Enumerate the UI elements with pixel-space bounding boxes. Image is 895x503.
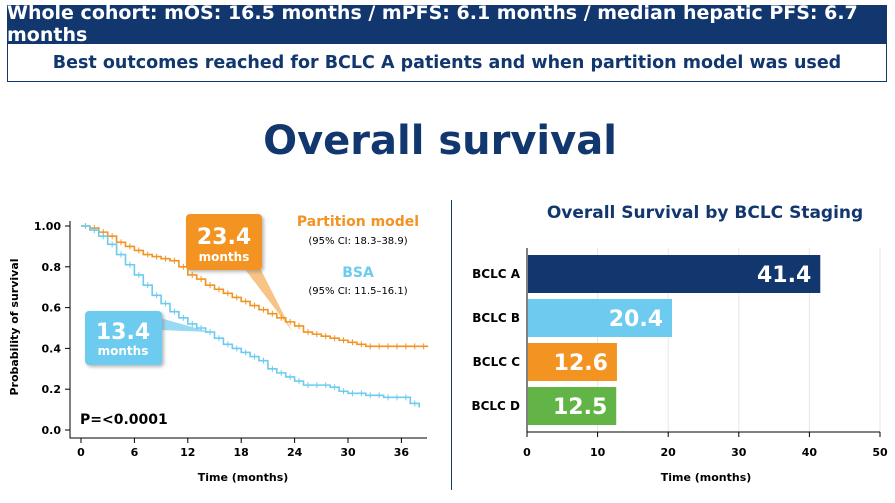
km-y-tick-label: 0.2 [42, 383, 62, 396]
km-x-tick-label: 30 [340, 446, 356, 459]
bar-x-tick-label: 30 [731, 446, 747, 459]
bar-category-label: BCLC B [472, 311, 520, 325]
callout-bsa-median: 13.4 months [85, 311, 162, 365]
km-x-ticks: 0 6 12 18 24 30 36 [77, 438, 409, 459]
km-x-tick-label: 12 [180, 446, 195, 459]
bar-value-label: 12.6 [554, 351, 608, 376]
bclc-bar-chart: Overall Survival by BCLC Staging BCLC A 4… [471, 203, 888, 484]
km-y-tick-label: 1.00 [34, 220, 61, 233]
callout-partition-box [186, 214, 262, 270]
km-chart: 0 6 12 18 24 30 36 0.0 0.2 0.4 0.6 0.8 1.00 Time (m… [8, 210, 439, 484]
km-y-tick-label: 0.4 [42, 342, 62, 355]
km-y-tick-label: 0.0 [42, 424, 62, 437]
legend-partition-model: Partition model [297, 214, 419, 230]
legend-bsa: BSA [342, 265, 374, 281]
km-line-partition-model [81, 225, 429, 348]
callout-bsa-box [85, 311, 162, 365]
callout-partition-median: 23.4 months [186, 214, 262, 270]
callout-partition-unit: months [199, 250, 250, 264]
bar-category-label: BCLC D [471, 399, 520, 413]
legend-partition-ci: (95% CI: 18.3–38.9) [308, 236, 407, 247]
bar-x-axis-label: Time (months) [661, 471, 752, 484]
bar-x-tick-label: 40 [802, 446, 818, 459]
callout-partition-value: 23.4 [197, 225, 251, 250]
bar-category-label: BCLC C [473, 355, 521, 369]
callout-bsa-value: 13.4 [96, 320, 150, 345]
km-axes [69, 221, 427, 439]
bar-bars-group: BCLC A 41.4 BCLC B 20.4 BCLC C 12.6 BCLC D 12.5 [471, 255, 821, 425]
km-x-axis-label: Time (months) [198, 471, 289, 484]
km-y-ticks: 0.0 0.2 0.4 0.6 0.8 1.00 [34, 220, 70, 437]
bar-x-tick-label: 0 [523, 446, 531, 459]
km-y-tick-label: 0.6 [42, 302, 62, 315]
bar-x-tick-label: 20 [661, 446, 677, 459]
bar-bclc-b [528, 299, 673, 337]
callout-bsa-unit: months [98, 344, 149, 358]
km-x-tick-label: 18 [234, 446, 249, 459]
km-y-tick-label: 0.8 [42, 261, 62, 274]
callout-pointer-bsa [160, 318, 210, 332]
summary-text: Whole cohort: mOS: 16.5 months / mPFS: 6… [7, 2, 858, 46]
km-p-value: P=<0.0001 [80, 412, 168, 428]
page-title: Overall survival [263, 118, 617, 164]
callout-pointer-partition [244, 268, 292, 331]
highlight-text: Best outcomes reached for BCLC A patient… [52, 52, 842, 73]
bar-x-tick-label: 50 [872, 446, 888, 459]
panel-divider [451, 200, 452, 490]
km-line-bsa [81, 225, 420, 408]
km-series-group [81, 223, 429, 408]
legend-bsa-ci: (95% CI: 11.5–16.1) [308, 286, 407, 297]
bar-x-ticks: 0 10 20 30 40 50 [523, 432, 888, 459]
bar-value-label: 20.4 [609, 307, 663, 332]
bar-value-label: 12.5 [553, 395, 607, 420]
km-x-tick-label: 6 [131, 446, 139, 459]
km-x-tick-label: 0 [77, 446, 85, 459]
bar-category-label: BCLC A [472, 267, 521, 281]
bar-bclc-c [528, 343, 617, 381]
km-x-tick-label: 36 [394, 446, 410, 459]
summary-banner: Whole cohort: mOS: 16.5 months / mPFS: 6… [7, 2, 887, 46]
bar-x-tick-label: 10 [590, 446, 606, 459]
bar-bclc-a [528, 255, 821, 293]
bar-value-label: 41.4 [757, 263, 811, 288]
highlight-banner: Best outcomes reached for BCLC A patient… [7, 43, 887, 82]
bar-bclc-d [528, 387, 617, 425]
km-x-tick-label: 24 [287, 446, 303, 459]
km-y-axis-label: Probability of survival [8, 258, 21, 395]
bar-chart-title: Overall Survival by BCLC Staging [547, 203, 863, 223]
